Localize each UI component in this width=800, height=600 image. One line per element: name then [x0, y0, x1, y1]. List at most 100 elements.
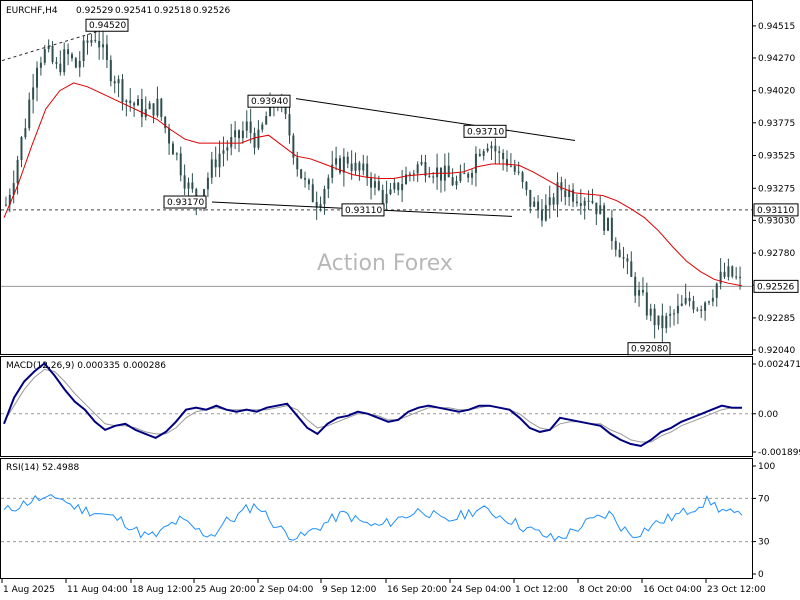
price-annotation-label: 0.94520 [89, 21, 126, 31]
rsi-tick-label: 30 [758, 538, 770, 548]
candle-body [191, 182, 194, 189]
price-annotation-box [341, 203, 385, 217]
candle-body [171, 143, 174, 155]
candle-body [405, 174, 408, 185]
candle-body [210, 159, 213, 178]
rsi-main-line [3, 494, 743, 542]
candle-body [269, 99, 272, 117]
price-level-box [753, 279, 799, 293]
candle-body [420, 161, 423, 165]
candle-body [696, 309, 699, 311]
candle-body [28, 99, 31, 129]
candle-body [591, 200, 594, 203]
candle-body [626, 258, 629, 262]
candle-body [715, 283, 718, 298]
candle-body [90, 40, 93, 43]
macd-tick-label: 0.00 [758, 410, 778, 420]
candle-body [86, 40, 89, 43]
candle-body [117, 79, 120, 84]
price-annotation-label: 0.93940 [251, 97, 288, 107]
candle-body [183, 175, 186, 189]
candle-body [412, 173, 415, 175]
candle-body [688, 297, 691, 302]
price-tick-label: 0.93775 [758, 119, 795, 129]
price-annotation-box [85, 18, 129, 32]
candle-body [74, 58, 77, 68]
candle-body [222, 150, 225, 154]
ohlc-close: 0.92526 [193, 6, 230, 16]
candle-body [719, 271, 722, 284]
candle-body [490, 145, 493, 149]
candle-body [323, 189, 326, 205]
candle-body [599, 205, 602, 215]
candle-body [265, 116, 268, 125]
candle-body [389, 189, 392, 195]
candle-body [641, 290, 644, 293]
candle-body [12, 183, 15, 195]
time-tick-label: 8 Oct 20:00 [579, 585, 632, 595]
candle-body [432, 176, 435, 178]
candle-body [43, 49, 46, 63]
candle-body [164, 116, 167, 129]
candle-body [502, 152, 505, 160]
candle-body [381, 189, 384, 204]
candle-body [175, 153, 178, 155]
ma-line [3, 82, 743, 287]
macd-tick-label: 0.002471 [758, 360, 800, 370]
candle-body [284, 102, 287, 115]
candle-body [583, 200, 586, 206]
price-tick-label: 0.94020 [758, 87, 795, 97]
candle-body [121, 79, 124, 103]
candle-body [673, 313, 676, 315]
candle-body [638, 290, 641, 296]
candle-body [63, 49, 66, 73]
candle-body [723, 271, 726, 277]
candle-body [354, 162, 357, 171]
candle-body [36, 67, 39, 88]
candle-body [669, 313, 672, 316]
price-tick-label: 0.93275 [758, 184, 795, 194]
time-tick-label: 11 Aug 04:00 [67, 585, 128, 595]
grid-lines [1, 209, 752, 287]
candle-body [478, 153, 481, 156]
candle-body [393, 182, 396, 190]
rsi-tick-label: 70 [758, 494, 770, 504]
candle-body [665, 315, 668, 329]
candle-body [331, 164, 334, 178]
price-tick-label: 0.92040 [758, 346, 795, 356]
time-axis: 1 Aug 2025 11 Aug 04:00 18 Aug 12:00 25 Aug… [1, 578, 766, 595]
candle-body [234, 130, 237, 138]
candle-body [160, 98, 163, 117]
time-tick-label: 1 Aug 2025 [3, 585, 55, 595]
candle-body [560, 182, 563, 191]
candle-body [342, 156, 345, 173]
price-tick-label: 0.93525 [758, 152, 795, 162]
price-level-box [753, 203, 799, 217]
candle-body [610, 217, 613, 241]
price-tick-label: 0.92285 [758, 314, 795, 324]
price-annotation-box [163, 195, 207, 209]
candle-body [311, 184, 314, 203]
candle-body [529, 189, 532, 207]
candle-body [214, 159, 217, 168]
candle-body [471, 172, 474, 178]
candle-body [731, 266, 734, 277]
candle-body [327, 177, 330, 190]
candle-body [467, 173, 470, 178]
candle-body [109, 60, 112, 82]
moving-average [3, 82, 743, 287]
candle-body [630, 261, 633, 277]
candle-body [16, 159, 19, 184]
candle-body [296, 157, 299, 170]
candle-body [661, 315, 664, 329]
candle-body [82, 40, 85, 61]
candle-body [51, 45, 54, 63]
candle-body [187, 182, 190, 189]
price-annotation-box [627, 342, 671, 356]
candle-body [300, 169, 303, 179]
candle-body [32, 87, 35, 100]
price-annotation-box [463, 124, 507, 138]
candle-body [4, 204, 7, 206]
ohlc-high: 0.92541 [115, 6, 152, 16]
